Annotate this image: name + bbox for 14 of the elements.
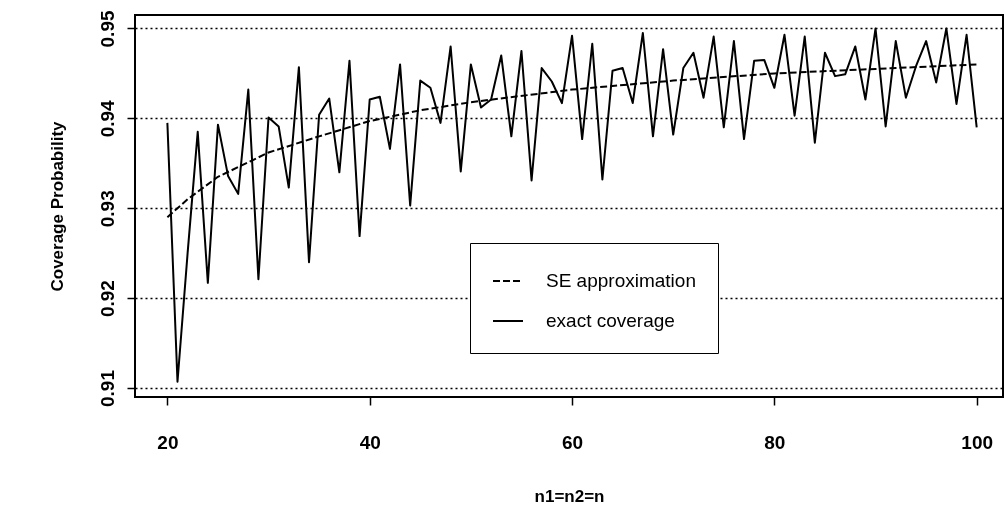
y-tick-label: 0.94 [96, 99, 118, 138]
y-axis-title: Coverage Probability [47, 120, 67, 292]
y-tick-label: 0.91 [96, 369, 118, 407]
legend-label: SE approximation [546, 270, 696, 291]
legend-label: exact coverage [546, 310, 675, 331]
y-tick-label: 0.95 [96, 10, 118, 48]
x-axis-title: n1=n2=n [534, 486, 605, 506]
x-tick-label: 100 [961, 431, 994, 453]
x-tick-label: 60 [561, 431, 584, 453]
y-tick-label: 0.92 [96, 280, 118, 318]
x-tick-label: 80 [764, 431, 786, 453]
y-tick-label: 0.93 [96, 190, 118, 228]
x-tick-label: 20 [157, 431, 179, 453]
x-tick-label: 40 [359, 431, 381, 453]
